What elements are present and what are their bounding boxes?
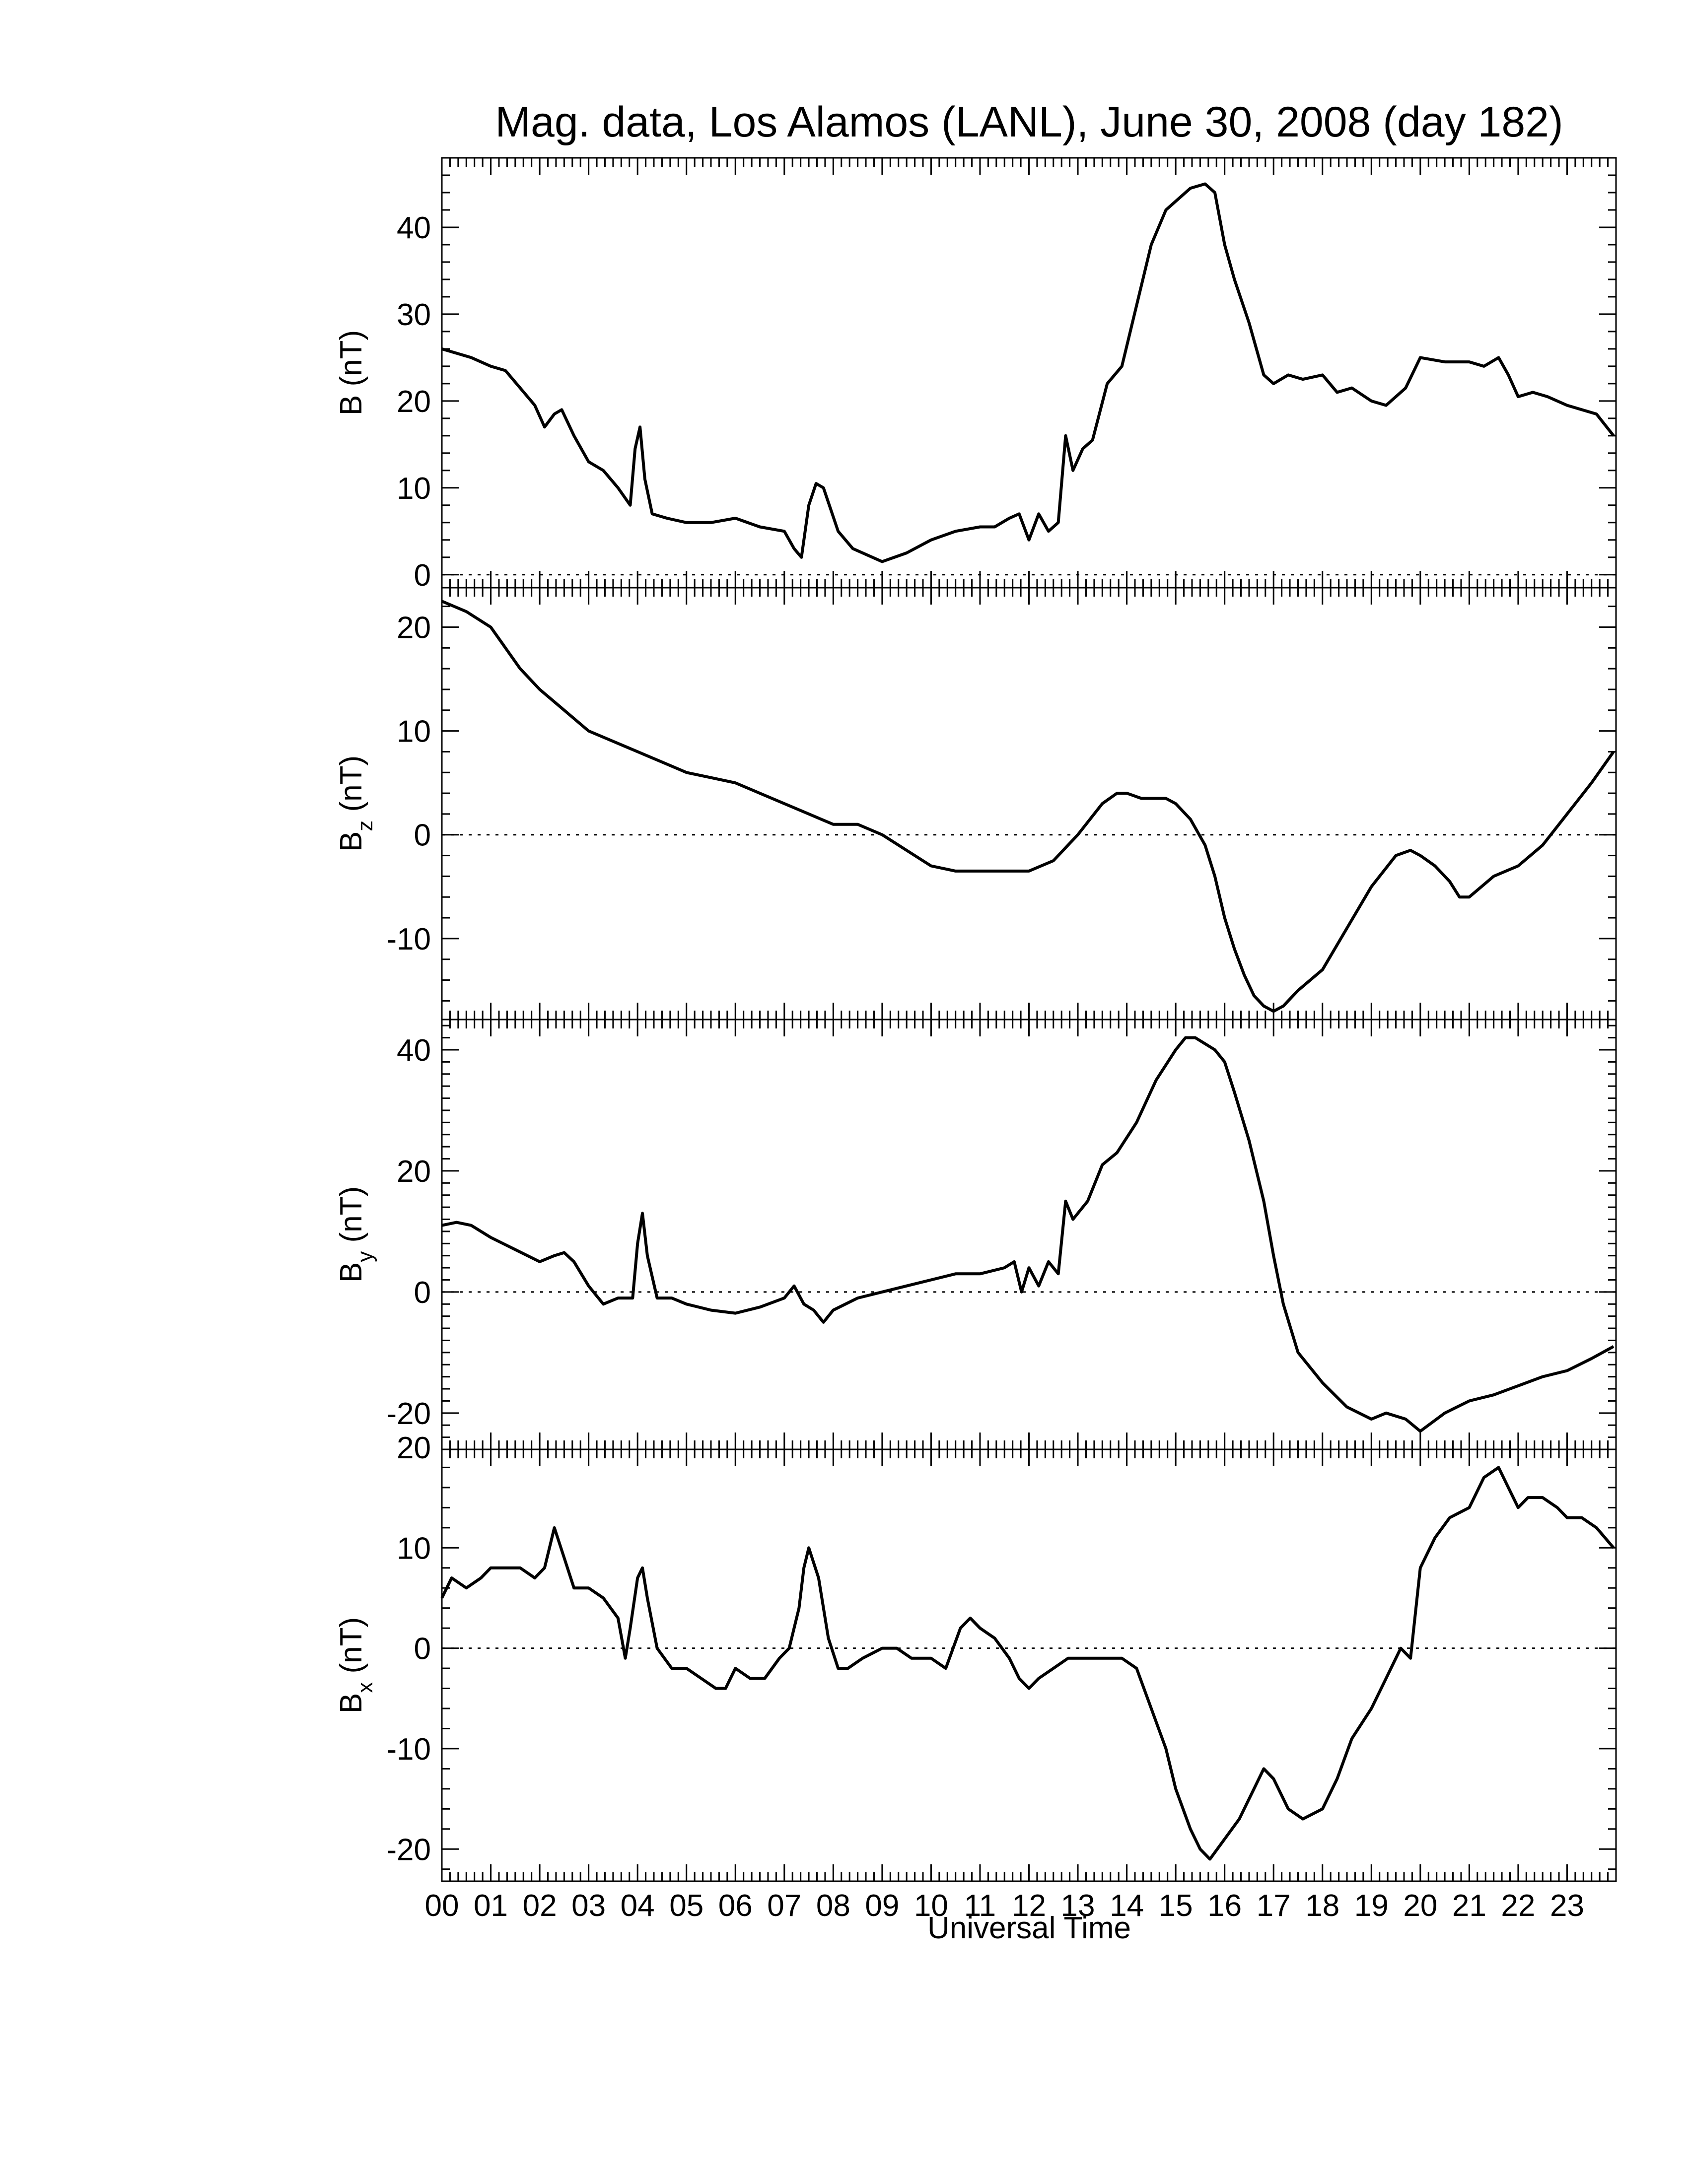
x-tick-label: 21 (1452, 1889, 1486, 1923)
y-axis-title-main: B (334, 395, 368, 415)
panel-4: -20 -10 0 10 20 Bx (nT) (334, 1431, 1617, 1882)
x-tick-label: 14 (1110, 1889, 1144, 1923)
x-tick-label: 10 (914, 1889, 948, 1923)
x-tick-label: 08 (816, 1889, 850, 1923)
y-axis-title-unit: (nT) (334, 330, 368, 395)
x-tick-label: 06 (718, 1889, 753, 1923)
x-tick-label: 09 (865, 1889, 899, 1923)
y-tick-label: 0 (414, 558, 431, 593)
y-axis-title-subscript: x (353, 1682, 377, 1693)
y-tick-label: -20 (386, 1833, 431, 1867)
x-tick-label: 20 (1403, 1889, 1437, 1923)
series-line-1 (441, 182, 1615, 563)
x-tick-label: 22 (1501, 1889, 1535, 1923)
y-axis-title-unit: (nT) (334, 1617, 368, 1682)
y-tick-label: 20 (397, 611, 431, 645)
y-tick-label: 20 (397, 385, 431, 419)
y-tick-label: 40 (397, 211, 431, 245)
panel-frame (441, 1448, 1617, 1882)
y-tick-label: 10 (397, 472, 431, 506)
y-tick-label: 20 (397, 1431, 431, 1465)
x-tick-label: 15 (1159, 1889, 1193, 1923)
panel-1: 0 10 20 30 40 B (nT) (334, 157, 1617, 593)
y-axis-title: Bx (nT) (334, 1617, 377, 1713)
y-axis-title-main: B (334, 1262, 368, 1283)
y-tick-label: 40 (397, 1033, 431, 1068)
y-tick-label: -10 (386, 1732, 431, 1767)
x-axis: 00 01 02 03 04 05 06 07 08 09 10 11 12 13 14 15 16 17 18 19… (425, 1889, 1584, 1923)
series-line-2 (441, 600, 1615, 1013)
x-tick-label: 12 (1012, 1889, 1046, 1923)
y-axis-title: B (nT) (334, 330, 368, 415)
x-tick-label: 03 (571, 1889, 606, 1923)
series-line-4 (440, 1466, 1615, 1861)
x-tick-label: 18 (1305, 1889, 1339, 1923)
y-tick-label: 10 (397, 715, 431, 749)
y-tick-label: 20 (397, 1155, 431, 1189)
y-tick-label: -10 (386, 922, 431, 956)
x-tick-label: 23 (1550, 1889, 1584, 1923)
y-axis-title-subscript: y (353, 1251, 377, 1262)
y-tick-label: 0 (414, 1632, 431, 1666)
y-tick-label: 0 (414, 1276, 431, 1310)
x-tick-label: 07 (767, 1889, 801, 1923)
y-tick-label: 0 (414, 819, 431, 853)
x-tick-label: 16 (1207, 1889, 1242, 1923)
x-tick-label: 17 (1257, 1889, 1291, 1923)
y-tick-label: 10 (397, 1531, 431, 1566)
panel-2: -10 0 10 20 Bz (nT) (334, 587, 1617, 1021)
panels-layer: 0 10 20 30 40 B (nT) -10 0 10 20 Bz (nT) -20 0 20 40 By… (334, 157, 1617, 1882)
x-tick-label: 13 (1061, 1889, 1095, 1923)
y-axis-title: By (nT) (334, 1186, 377, 1283)
panel-3: -20 0 20 40 By (nT) (334, 1019, 1617, 1450)
series-line-3 (441, 1036, 1615, 1433)
x-tick-label: 00 (425, 1889, 459, 1923)
panel-frame (441, 587, 1617, 1021)
panel-frame (441, 157, 1617, 589)
y-tick-label: 30 (397, 298, 431, 332)
y-axis-title-unit: (nT) (334, 755, 368, 820)
y-axis-title-unit: (nT) (334, 1186, 368, 1251)
x-tick-label: 05 (669, 1889, 703, 1923)
y-axis-title-main: B (334, 1693, 368, 1713)
y-axis-title-subscript: z (353, 820, 377, 831)
chart-title: Mag. data, Los Alamos (LANL), June 30, 2… (495, 98, 1563, 146)
x-axis-title: Universal Time (927, 1911, 1131, 1945)
x-tick-label: 02 (523, 1889, 557, 1923)
y-axis-title: Bz (nT) (334, 755, 377, 852)
x-tick-label: 11 (964, 1889, 996, 1923)
y-tick-label: -20 (386, 1397, 431, 1431)
x-tick-label: 19 (1354, 1889, 1389, 1923)
x-tick-label: 01 (474, 1889, 508, 1923)
y-axis-title-main: B (334, 831, 368, 852)
panel-frame (441, 1019, 1617, 1450)
x-tick-label: 04 (621, 1889, 655, 1923)
